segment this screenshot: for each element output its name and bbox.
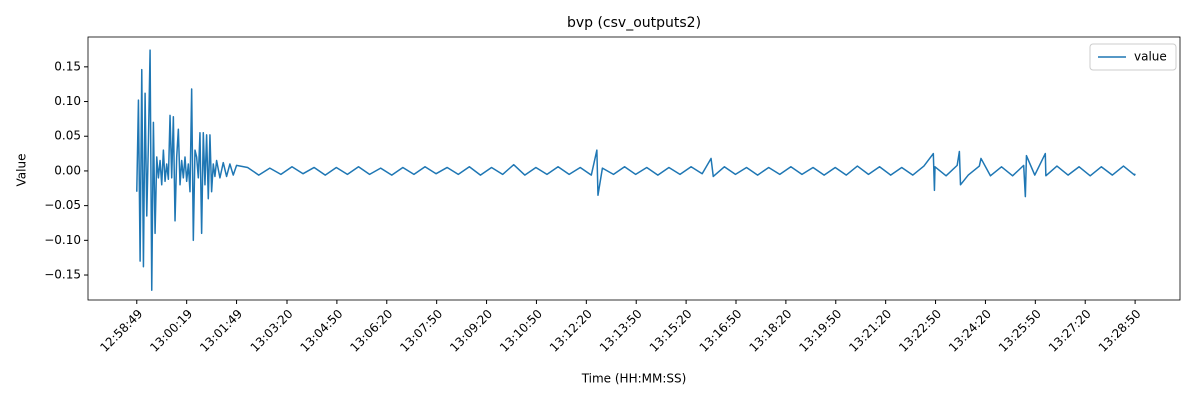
x-tick-label: 13:21:20: [846, 307, 894, 355]
x-tick-label: 13:18:20: [746, 307, 794, 355]
legend-box: [1089, 43, 1177, 71]
y-tick-label: −0.15: [44, 268, 81, 282]
x-tick-label: 13:03:20: [248, 307, 296, 355]
x-tick-label: 13:27:20: [1046, 307, 1094, 355]
y-tick-label: −0.05: [44, 198, 81, 212]
y-tick-label: 0.00: [54, 163, 81, 177]
x-tick-label: 13:25:50: [996, 307, 1044, 355]
x-tick-label: 13:07:50: [397, 307, 445, 355]
x-tick-label: 13:15:20: [647, 307, 695, 355]
y-tick-label: 0.15: [54, 59, 81, 73]
x-tick-label: 13:19:50: [796, 307, 844, 355]
x-tick-label: 13:00:19: [147, 307, 195, 355]
x-axis-label: Time (HH:MM:SS): [581, 372, 687, 386]
x-tick-label: 13:13:50: [597, 307, 645, 355]
x-tick-label: 13:01:49: [197, 307, 245, 355]
data-line: [136, 49, 1136, 292]
x-tick-label: 13:28:50: [1096, 307, 1144, 355]
x-tick-label: 13:12:20: [547, 307, 595, 355]
x-tick-label: 13:22:50: [896, 307, 944, 355]
y-tick-label: −0.10: [44, 233, 81, 247]
y-tick-label: 0.10: [54, 94, 81, 108]
x-tick-label: 13:06:20: [347, 307, 395, 355]
x-tick-label: 13:04:50: [297, 307, 345, 355]
x-tick-label: 12:58:49: [97, 307, 145, 355]
plot-frame: [87, 36, 1181, 301]
x-tick-label: 13:09:20: [447, 307, 495, 355]
chart-title: bvp (csv_outputs2): [567, 15, 701, 31]
x-tick-label: 13:24:20: [946, 307, 994, 355]
x-tick-label: 13:16:50: [697, 307, 745, 355]
x-tick-label: 13:10:50: [497, 307, 545, 355]
y-axis-label: Value: [15, 154, 29, 187]
legend-label: value: [1134, 50, 1167, 64]
y-tick-label: 0.05: [54, 129, 81, 143]
